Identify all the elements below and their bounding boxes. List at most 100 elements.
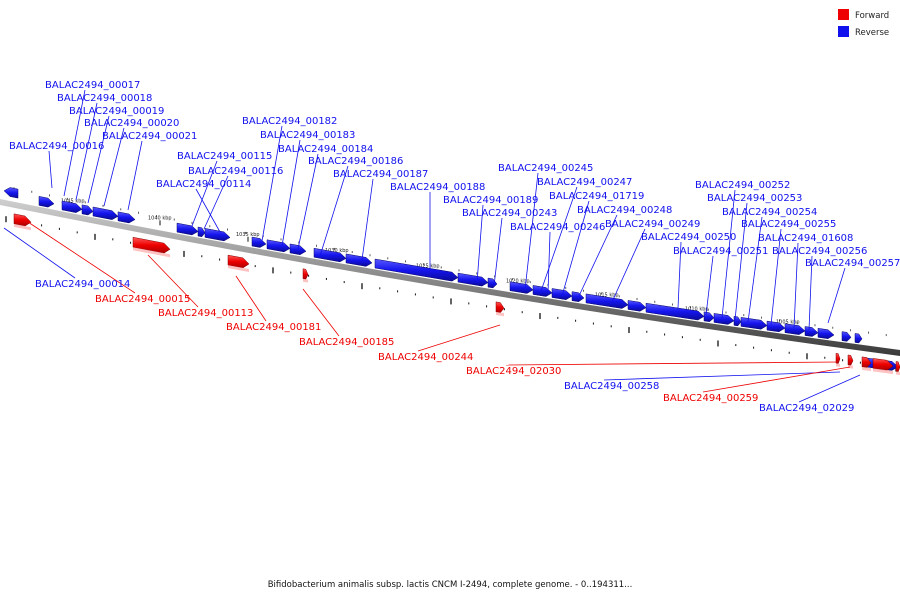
gene-glyph[interactable] (854, 333, 863, 344)
gene-balac2494_00247[interactable] (532, 285, 553, 297)
gene-label[interactable]: BALAC2494_00244 (378, 352, 473, 363)
leader-line (476, 204, 484, 284)
gene-label[interactable]: BALAC2494_00256 (772, 246, 867, 257)
gene-label[interactable]: BALAC2494_00250 (641, 232, 736, 243)
gene-balac2494_00243[interactable] (487, 277, 498, 289)
gene-balac2494_00187[interactable] (345, 253, 373, 267)
gene-balac2494_01608[interactable] (784, 323, 806, 335)
gene-balac2494_00185[interactable] (302, 268, 309, 280)
gene-label[interactable]: BALAC2494_00248 (577, 205, 672, 216)
leader-line (747, 216, 763, 323)
gene-balac2494_00015[interactable] (13, 213, 32, 227)
gene-balac2494_00189[interactable] (457, 272, 489, 287)
gene-balac2494_00182[interactable] (251, 236, 267, 248)
gene-label[interactable]: BALAC2494_00185 (299, 337, 394, 348)
leader-line (577, 214, 618, 299)
gene-balac2494_00251[interactable] (703, 311, 715, 322)
gene-balac2494_00115[interactable] (176, 222, 199, 236)
gene-label[interactable]: BALAC2494_01719 (549, 191, 644, 202)
gene-label[interactable]: BALAC2494_00015 (95, 294, 190, 305)
gene-label[interactable]: BALAC2494_00021 (102, 131, 197, 142)
gene-balac2494_00245[interactable] (509, 281, 534, 294)
gene-label[interactable]: BALAC2494_00017 (45, 80, 140, 91)
gene-balac2494_00018[interactable] (61, 200, 83, 213)
gene-label[interactable]: BALAC2494_00254 (722, 207, 817, 218)
gene-label[interactable]: BALAC2494_00252 (695, 180, 790, 191)
gene-label[interactable]: BALAC2494_01608 (758, 233, 853, 244)
legend-forward-label: Forward (855, 11, 889, 21)
gene-label[interactable]: BALAC2494_00247 (537, 177, 632, 188)
scale-label: 1030 kbp (325, 248, 349, 254)
gene-label[interactable]: BALAC2494_00243 (462, 208, 557, 219)
gene-label[interactable]: BALAC2494_00246 (510, 222, 605, 233)
gene-balac2494_00250[interactable] (645, 302, 705, 321)
gene-label[interactable]: BALAC2494_00186 (308, 156, 403, 167)
gene-label[interactable]: BALAC2494_00257 (805, 258, 900, 269)
gene-balac2494_00248[interactable] (571, 291, 585, 302)
gene-label[interactable]: BALAC2494_00016 (9, 141, 104, 152)
gene-label[interactable]: BALAC2494_00187 (333, 169, 428, 180)
gene-label[interactable]: BALAC2494_00189 (443, 195, 538, 206)
gene-label[interactable]: BALAC2494_00014 (35, 279, 130, 290)
gene-label[interactable]: BALAC2494_00020 (84, 118, 179, 129)
gene-label[interactable]: BALAC2494_00019 (69, 106, 164, 117)
gene-label[interactable]: BALAC2494_00183 (260, 130, 355, 141)
gene-label[interactable]: BALAC2494_00253 (707, 193, 802, 204)
gene-balac2494_00181[interactable] (227, 254, 250, 269)
gene-balac2494_00186[interactable] (313, 247, 347, 263)
gene-balac2494_00256[interactable] (804, 326, 819, 337)
gene-glyph[interactable] (872, 358, 894, 371)
gene-label[interactable]: BALAC2494_00115 (177, 151, 272, 162)
gene-balac2494_00016[interactable] (3, 187, 19, 199)
gene-balac2494_00184[interactable] (289, 243, 307, 255)
gene-balac2494_00021[interactable] (117, 211, 136, 224)
gene-label[interactable]: BALAC2494_00249 (605, 219, 700, 230)
gene-label[interactable]: BALAC2494_00259 (663, 393, 758, 404)
gene-shadow (836, 363, 840, 367)
gene-label[interactable]: BALAC2494_00184 (278, 144, 373, 155)
gene-glyph[interactable] (895, 361, 900, 373)
gene-shadow (303, 278, 308, 283)
gene-balac2494_00020[interactable] (92, 206, 119, 220)
leader-line (798, 374, 861, 403)
gene-label[interactable]: BALAC2494_00188 (390, 182, 485, 193)
gene-balac2494_00252[interactable] (713, 313, 735, 325)
gene-balac2494_00257[interactable] (817, 328, 835, 339)
leader-line (48, 150, 53, 189)
gene-balac2494_00253[interactable] (733, 316, 742, 327)
gene-balac2494_00183[interactable] (266, 239, 291, 253)
gene-balac2494_00019[interactable] (81, 204, 94, 216)
gene-label[interactable]: BALAC2494_00181 (226, 322, 321, 333)
gene-glyph[interactable] (861, 356, 872, 368)
leader-line (63, 89, 86, 197)
leader-line (235, 275, 267, 322)
gene-label[interactable]: BALAC2494_00258 (564, 381, 659, 392)
leader-line (702, 366, 851, 393)
gene-balac2494_00259[interactable] (847, 354, 854, 366)
gene-label[interactable]: BALAC2494_00018 (57, 93, 152, 104)
gene-balac2494_00116[interactable] (197, 226, 206, 238)
legend-reverse-label: Reverse (855, 28, 889, 38)
gene-label[interactable]: BALAC2494_00251 (673, 246, 768, 257)
gene-label[interactable]: BALAC2494_00182 (242, 116, 337, 127)
gene-balac2494_01719[interactable] (551, 288, 573, 300)
scale-label: 1015 kbp (595, 293, 619, 299)
gene-balac2494_00244[interactable] (495, 301, 505, 313)
gene-label[interactable]: BALAC2494_00255 (741, 219, 836, 230)
gene-label[interactable]: BALAC2494_00245 (498, 163, 593, 174)
gene-balac2494_00114[interactable] (204, 228, 231, 242)
gene-balac2494_00188[interactable] (374, 258, 459, 282)
gene-balac2494_00249[interactable] (627, 300, 647, 312)
gene-balac2494_00254[interactable] (740, 317, 768, 330)
gene-label[interactable]: BALAC2494_00113 (158, 308, 253, 319)
gene-balac2494_00017[interactable] (38, 196, 55, 208)
gene-glyph[interactable] (841, 331, 852, 342)
gene-label[interactable]: BALAC2494_02029 (759, 403, 854, 414)
gene-label[interactable]: BALAC2494_00114 (156, 179, 251, 190)
scale-label: 1010 kbp (685, 306, 709, 312)
gene-label[interactable]: BALAC2494_02030 (466, 366, 561, 377)
gene-balac2494_00246[interactable] (585, 293, 629, 309)
gene-label[interactable]: BALAC2494_00116 (188, 166, 283, 177)
gene-balac2494_00113[interactable] (132, 236, 171, 254)
gene-shadow (496, 311, 504, 317)
